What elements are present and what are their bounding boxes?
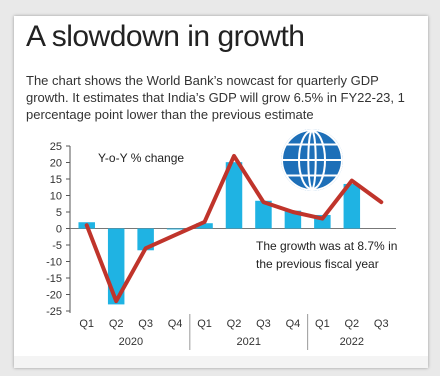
y-tick-label: 25 xyxy=(50,141,62,153)
y-axis-label: Y-o-Y % change xyxy=(98,151,184,165)
y-tick-label: 20 xyxy=(50,158,62,170)
annotation-line-2: the previous fiscal year xyxy=(256,257,379,271)
line-point xyxy=(262,201,264,203)
year-label: 2021 xyxy=(236,336,260,348)
x-tick-label: Q3 xyxy=(138,318,153,330)
globe-icon xyxy=(281,129,343,191)
line-point xyxy=(321,218,323,220)
globe-outline xyxy=(281,129,343,191)
x-tick-label: Q1 xyxy=(197,318,212,330)
y-tick-label: -25 xyxy=(46,306,62,318)
x-tick-label: Q1 xyxy=(315,318,330,330)
line-point xyxy=(292,211,294,213)
line-point xyxy=(145,247,147,249)
bar xyxy=(343,183,361,229)
x-tick-label: Q1 xyxy=(79,318,94,330)
chart-labels: 25 20 15 10 5 0 -5 -10 -15 -20 -25 Y-o-Y % change Q1… xyxy=(46,141,397,348)
line-point xyxy=(204,221,206,223)
y-tick-label: -5 xyxy=(52,240,62,252)
x-tick-label: Q4 xyxy=(286,318,301,330)
x-tick-label: Q2 xyxy=(227,318,242,330)
card-footer-strip xyxy=(14,356,428,368)
bar xyxy=(225,162,243,229)
annotation-line-1: The growth was at 8.7% in xyxy=(256,239,397,253)
bar xyxy=(255,200,272,229)
y-tick-label: -10 xyxy=(46,257,62,269)
chart-title: A slowdown in growth xyxy=(26,20,305,53)
line-point xyxy=(86,224,88,226)
year-label: 2020 xyxy=(119,336,143,348)
x-tick-label: Q4 xyxy=(168,318,183,330)
x-tick-label: Q2 xyxy=(109,318,124,330)
y-tick-label: -20 xyxy=(46,290,62,302)
bar xyxy=(196,223,213,229)
year-label: 2022 xyxy=(340,336,364,348)
bar xyxy=(166,228,184,230)
line-series xyxy=(84,153,384,304)
x-tick-label: Q2 xyxy=(344,318,359,330)
y-tick-label: 5 xyxy=(56,207,62,219)
bar xyxy=(284,210,302,229)
x-tick-label: Q3 xyxy=(374,318,389,330)
chart-subtitle: The chart shows the World Bank’s nowcast… xyxy=(26,73,405,122)
line-point xyxy=(351,180,353,182)
y-tick-label: 15 xyxy=(50,174,62,186)
line-point xyxy=(233,155,235,157)
line-point xyxy=(174,234,176,236)
line-point xyxy=(380,201,382,203)
y-tick-label: 0 xyxy=(56,224,62,236)
y-tick-label: -15 xyxy=(46,273,62,285)
y-tick-label: 10 xyxy=(50,191,62,203)
line-point xyxy=(115,300,117,302)
x-tick-label: Q3 xyxy=(256,318,271,330)
